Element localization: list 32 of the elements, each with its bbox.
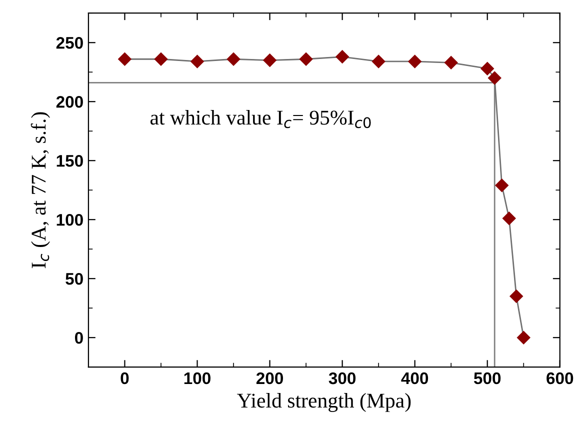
point: [502, 212, 516, 225]
annotation: at which value I$_{c}$= 95%I$_{c0}$: [150, 110, 371, 128]
point: [495, 178, 508, 192]
point: [372, 54, 386, 68]
point: [510, 290, 523, 303]
x-tick-label: 600: [546, 372, 574, 384]
point: [336, 50, 349, 64]
y-tick-label: 0: [74, 332, 83, 344]
x-tick-label: 200: [256, 372, 283, 384]
point: [299, 52, 313, 66]
point: [154, 52, 168, 66]
point: [263, 54, 276, 67]
x-tick-label: 100: [184, 372, 210, 384]
x-tick-label: 400: [401, 372, 428, 384]
point: [488, 71, 502, 85]
point: [190, 54, 204, 68]
point: [444, 56, 458, 70]
y-axis-title: I$_{c}$ (A, at 77 K, s.f.): [30, 112, 50, 268]
x-tick-label: 500: [474, 372, 501, 384]
point: [480, 62, 494, 76]
y-tick-label: 200: [56, 96, 83, 108]
point: [517, 330, 530, 344]
point: [226, 52, 240, 66]
x-tick-label: 300: [328, 372, 356, 384]
y-tick-label: 100: [56, 214, 83, 226]
x-tick-label: 0: [120, 372, 129, 384]
point: [118, 52, 132, 66]
y-tick-label: 150: [56, 155, 83, 167]
x-axis-title: Yield strength (Mpa): [237, 393, 411, 412]
y-tick-label: 50: [66, 272, 83, 285]
y-tick-label: 250: [56, 37, 83, 49]
point: [408, 54, 422, 68]
